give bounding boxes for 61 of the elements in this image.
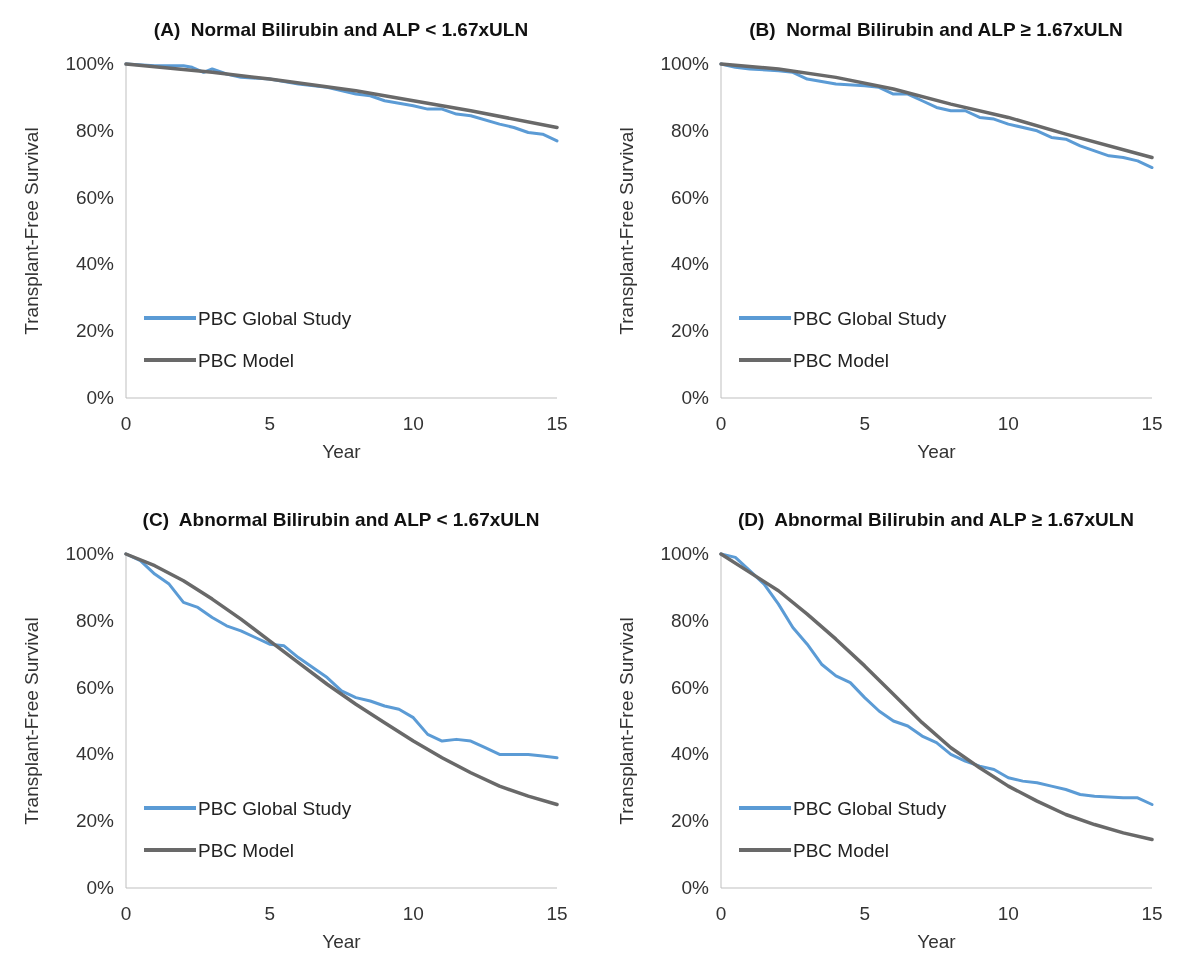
x-axis-title: Year [322,931,362,952]
x-tick-label: 10 [997,903,1019,924]
x-tick-label: 10 [402,903,424,924]
chart-title: (B) Normal Bilirubin and ALP ≥ 1.67xULN [749,19,1123,40]
x-tick-label: 10 [402,413,424,434]
x-axis-title: Year [322,441,362,462]
x-tick-label: 15 [1141,903,1163,924]
x-tick-label: 5 [859,413,870,434]
legend-label: PBC Model [793,350,890,371]
legend-label: PBC Model [793,840,890,861]
chart-title: (C) Abnormal Bilirubin and ALP < 1.67xULN [142,509,540,530]
legend-label: PBC Model [198,350,295,371]
y-tick-label: 40% [670,253,710,275]
y-axis-title: Transplant-Free Survival [21,617,42,825]
x-tick-label: 5 [859,903,870,924]
y-tick-label: 80% [75,119,115,141]
y-tick-label: 20% [75,810,115,832]
y-tick-label: 0% [86,877,115,898]
y-tick-label: 100% [65,53,115,74]
y-tick-label: 60% [75,676,115,698]
y-tick-label: 100% [660,543,710,564]
legend-label: PBC Global Study [198,798,352,819]
y-tick-label: 80% [75,609,115,631]
y-tick-label: 20% [75,320,115,342]
x-tick-label: 5 [264,413,275,434]
x-tick-label: 10 [997,413,1019,434]
y-tick-label: 0% [681,877,710,898]
legend-label: PBC Global Study [198,308,352,329]
y-axis-title: Transplant-Free Survival [21,127,42,335]
x-tick-label: 15 [546,413,568,434]
x-tick-label: 0 [715,413,727,434]
y-tick-label: 60% [670,186,710,208]
x-tick-label: 15 [1141,413,1163,434]
y-tick-label: 20% [670,320,710,342]
y-tick-label: 80% [670,609,710,631]
x-tick-label: 0 [120,903,132,924]
y-tick-label: 80% [670,119,710,141]
y-tick-label: 0% [681,387,710,408]
y-axis-title: Transplant-Free Survival [616,617,637,825]
y-tick-label: 20% [670,810,710,832]
x-tick-label: 0 [715,903,727,924]
y-tick-label: 40% [75,253,115,275]
y-axis-title: Transplant-Free Survival [616,127,637,335]
legend-label: PBC Global Study [793,798,947,819]
legend-label: PBC Model [198,840,295,861]
y-tick-label: 100% [65,543,115,564]
x-tick-label: 15 [546,903,568,924]
legend-label: PBC Global Study [793,308,947,329]
y-tick-label: 40% [75,743,115,765]
line-series [124,62,559,130]
x-tick-label: 0 [120,413,132,434]
y-tick-label: 60% [75,186,115,208]
y-tick-label: 100% [660,53,710,74]
y-tick-label: 40% [670,743,710,765]
y-tick-label: 60% [670,676,710,698]
x-axis-title: Year [917,441,957,462]
x-tick-label: 5 [264,903,275,924]
chart-title: (D) Abnormal Bilirubin and ALP ≥ 1.67xULN [737,509,1135,530]
chart-title: (A) Normal Bilirubin and ALP < 1.67xULN [153,19,529,40]
x-axis-title: Year [917,931,957,952]
y-tick-label: 0% [86,387,115,408]
